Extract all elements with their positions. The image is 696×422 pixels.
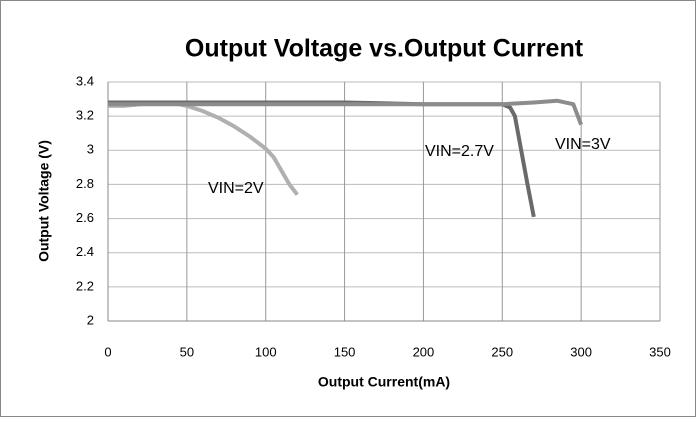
- x-tick-label: 0: [104, 344, 111, 359]
- y-tick-label: 3.2: [76, 108, 94, 123]
- y-tick-label: 2.8: [76, 176, 94, 191]
- x-tick-label: 50: [180, 344, 194, 359]
- series-label: VIN=3V: [555, 136, 611, 153]
- x-tick-label: 350: [649, 344, 671, 359]
- series-label: VIN=2.7V: [425, 143, 494, 160]
- x-tick-label: 100: [255, 344, 277, 359]
- x-axis-label: Output Current(mA): [318, 374, 450, 390]
- y-tick-label: 2.6: [76, 210, 94, 225]
- series-label: VIN=2V: [208, 180, 264, 197]
- y-tick-label: 2.4: [76, 244, 94, 259]
- y-tick-label: 2.2: [76, 278, 94, 293]
- chart-title: Output Voltage vs.Output Current: [185, 35, 584, 63]
- y-axis-label: Output Voltage (V): [36, 140, 52, 262]
- x-tick-label: 250: [491, 344, 513, 359]
- y-tick-label: 2: [87, 312, 94, 327]
- series-line: [108, 98, 583, 126]
- y-tick-label: 3.4: [76, 73, 94, 88]
- x-tick-label: 150: [334, 344, 356, 359]
- y-tick-label: 3: [87, 142, 94, 157]
- x-tick-label: 300: [570, 344, 592, 359]
- x-tick-label: 200: [413, 344, 435, 359]
